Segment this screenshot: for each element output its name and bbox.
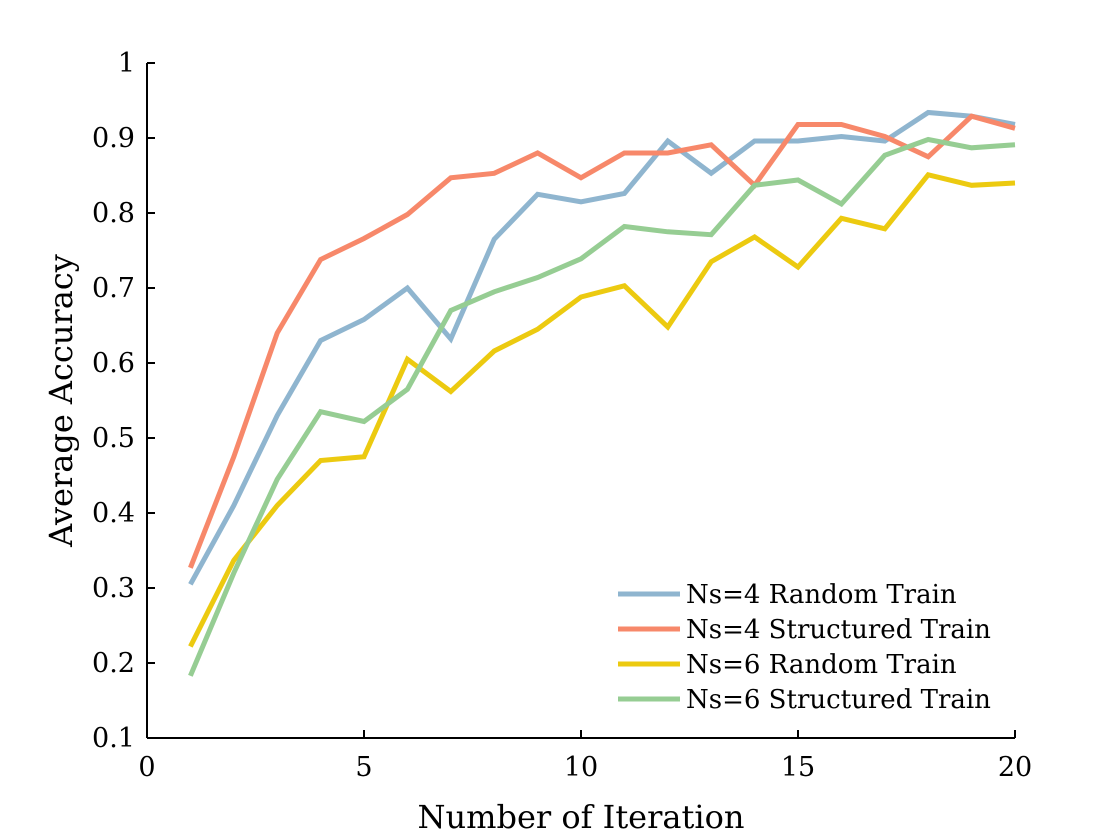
legend-label: Ns=6 Structured Train <box>686 685 991 715</box>
series-line-ns-6-random-train <box>188 171 1016 648</box>
x-tick-label: 10 <box>564 752 598 783</box>
y-tick-label: 0.2 <box>92 648 135 679</box>
x-tick-label: 0 <box>138 752 155 783</box>
y-tick-label: 0.1 <box>92 723 135 754</box>
y-tick-label: 0.8 <box>92 198 135 229</box>
y-ticks: 0.1 0.2 0.3 0.4 0.5 0.6 0.7 0.8 0.9 1 <box>92 48 155 754</box>
y-tick-label: 0.4 <box>92 498 135 529</box>
x-tick-label: 15 <box>781 752 815 783</box>
y-tick-label: 0.9 <box>92 123 135 154</box>
x-axis-title: Number of Iteration <box>418 798 745 836</box>
legend: Ns=4 Random Train Ns=4 Structured Train Ns… <box>618 580 991 715</box>
y-tick-label: 0.7 <box>92 273 135 304</box>
series-line-ns-4-random-train <box>188 109 1016 586</box>
legend-label: Ns=4 Random Train <box>686 580 957 610</box>
legend-label: Ns=4 Structured Train <box>686 615 991 645</box>
series-line-ns-4-structured-train <box>188 113 1016 569</box>
legend-label: Ns=6 Random Train <box>686 650 957 680</box>
x-tick-label: 5 <box>355 752 372 783</box>
y-tick-label: 1 <box>118 48 135 79</box>
y-axis-title: Average Accuracy <box>42 254 80 548</box>
series-line-ns-6-structured-train <box>188 136 1016 677</box>
y-tick-label: 0.6 <box>92 348 135 379</box>
series-lines <box>188 109 1016 677</box>
x-tick-label: 20 <box>998 752 1032 783</box>
y-tick-label: 0.3 <box>92 573 135 604</box>
x-ticks: 0 5 10 15 20 <box>138 730 1032 783</box>
y-tick-label: 0.5 <box>92 423 135 454</box>
